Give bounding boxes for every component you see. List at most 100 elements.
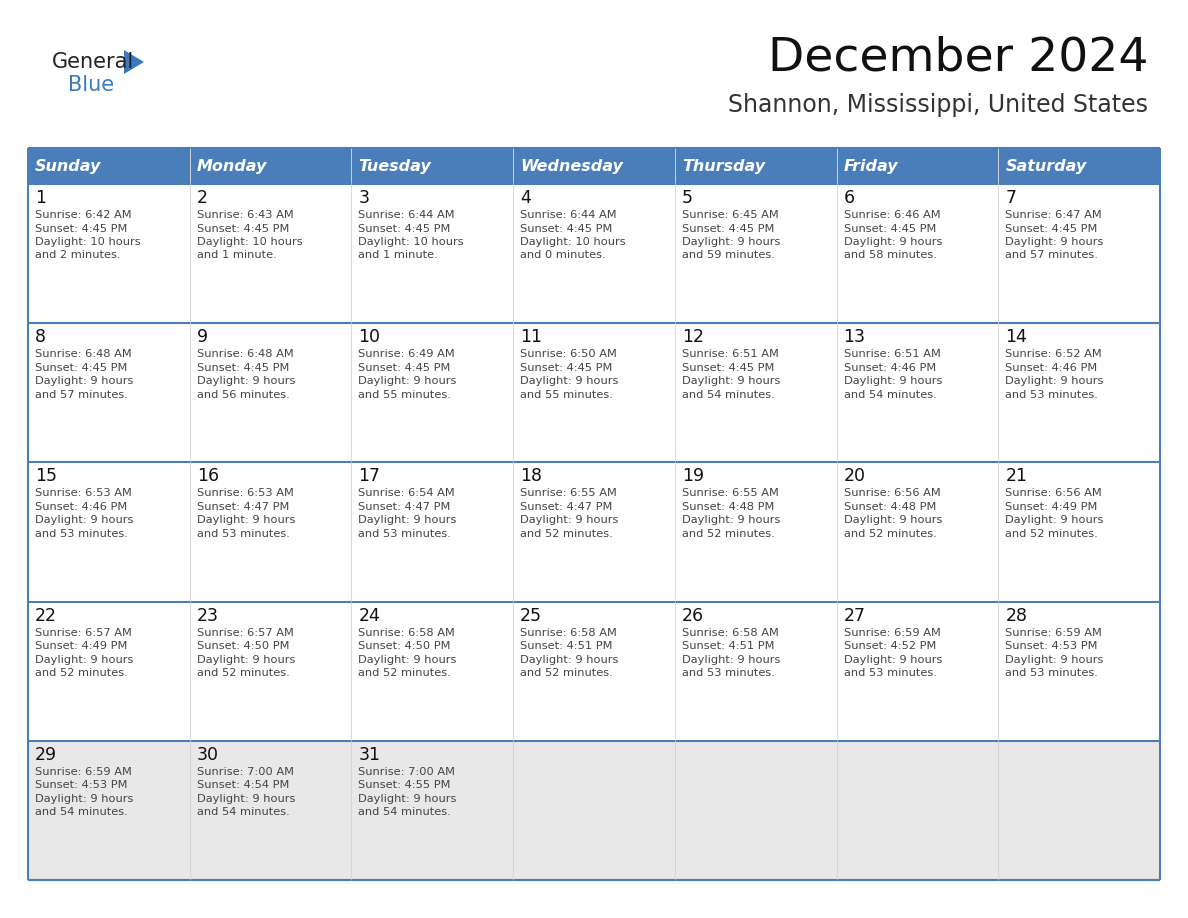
Text: Daylight: 9 hours: Daylight: 9 hours — [197, 515, 295, 525]
Text: and 53 minutes.: and 53 minutes. — [34, 529, 128, 539]
Bar — [998, 601, 1159, 741]
Text: Daylight: 9 hours: Daylight: 9 hours — [520, 515, 619, 525]
Bar — [675, 601, 836, 741]
Bar — [190, 601, 352, 741]
Text: and 52 minutes.: and 52 minutes. — [520, 529, 613, 539]
Text: 19: 19 — [682, 467, 704, 486]
Text: and 0 minutes.: and 0 minutes. — [520, 251, 606, 261]
Text: Sunset: 4:45 PM: Sunset: 4:45 PM — [682, 223, 775, 233]
Text: and 55 minutes.: and 55 minutes. — [520, 390, 613, 399]
Text: Sunrise: 6:44 AM: Sunrise: 6:44 AM — [359, 210, 455, 220]
Text: Sunrise: 6:45 AM: Sunrise: 6:45 AM — [682, 210, 778, 220]
Text: Daylight: 9 hours: Daylight: 9 hours — [197, 794, 295, 804]
Bar — [190, 184, 352, 323]
Bar — [29, 184, 190, 323]
Text: Sunset: 4:45 PM: Sunset: 4:45 PM — [359, 223, 450, 233]
Text: 12: 12 — [682, 329, 703, 346]
Text: Sunrise: 6:55 AM: Sunrise: 6:55 AM — [682, 488, 778, 498]
Bar — [352, 323, 513, 463]
Text: Sunrise: 6:57 AM: Sunrise: 6:57 AM — [197, 628, 293, 638]
Text: Friday: Friday — [843, 159, 898, 174]
Text: Sunrise: 7:00 AM: Sunrise: 7:00 AM — [359, 767, 455, 777]
Text: Daylight: 10 hours: Daylight: 10 hours — [359, 237, 465, 247]
Text: Sunset: 4:45 PM: Sunset: 4:45 PM — [682, 363, 775, 373]
Text: Daylight: 9 hours: Daylight: 9 hours — [682, 515, 781, 525]
Bar — [836, 601, 998, 741]
Text: and 54 minutes.: and 54 minutes. — [197, 807, 290, 817]
Text: 8: 8 — [34, 329, 46, 346]
Text: Saturday: Saturday — [1005, 159, 1087, 174]
Text: Daylight: 9 hours: Daylight: 9 hours — [359, 376, 457, 386]
Text: Sunrise: 7:00 AM: Sunrise: 7:00 AM — [197, 767, 293, 777]
Text: 31: 31 — [359, 745, 380, 764]
Text: 17: 17 — [359, 467, 380, 486]
Text: 21: 21 — [1005, 467, 1028, 486]
Text: General: General — [52, 52, 134, 72]
Text: 14: 14 — [1005, 329, 1028, 346]
Text: Sunrise: 6:58 AM: Sunrise: 6:58 AM — [682, 628, 778, 638]
Text: Sunset: 4:45 PM: Sunset: 4:45 PM — [843, 223, 936, 233]
Bar — [513, 323, 675, 463]
Text: Sunrise: 6:59 AM: Sunrise: 6:59 AM — [34, 767, 132, 777]
Bar — [190, 323, 352, 463]
Text: and 55 minutes.: and 55 minutes. — [359, 390, 451, 399]
Bar — [836, 323, 998, 463]
Bar — [998, 184, 1159, 323]
Text: Sunrise: 6:55 AM: Sunrise: 6:55 AM — [520, 488, 617, 498]
Bar — [836, 741, 998, 880]
Text: 23: 23 — [197, 607, 219, 624]
Bar — [836, 148, 998, 184]
Text: Sunrise: 6:42 AM: Sunrise: 6:42 AM — [34, 210, 132, 220]
Text: 6: 6 — [843, 189, 854, 207]
Text: and 52 minutes.: and 52 minutes. — [520, 668, 613, 678]
Text: and 52 minutes.: and 52 minutes. — [359, 668, 451, 678]
Bar — [29, 323, 190, 463]
Text: Shannon, Mississippi, United States: Shannon, Mississippi, United States — [728, 93, 1148, 117]
Text: Daylight: 9 hours: Daylight: 9 hours — [682, 376, 781, 386]
Bar — [29, 463, 190, 601]
Bar — [675, 463, 836, 601]
Text: Sunrise: 6:58 AM: Sunrise: 6:58 AM — [520, 628, 617, 638]
Polygon shape — [124, 50, 144, 74]
Text: Sunset: 4:45 PM: Sunset: 4:45 PM — [359, 363, 450, 373]
Text: and 53 minutes.: and 53 minutes. — [197, 529, 290, 539]
Bar — [513, 741, 675, 880]
Bar — [675, 148, 836, 184]
Bar — [513, 601, 675, 741]
Text: Daylight: 9 hours: Daylight: 9 hours — [1005, 515, 1104, 525]
Text: and 53 minutes.: and 53 minutes. — [843, 668, 936, 678]
Text: and 56 minutes.: and 56 minutes. — [197, 390, 290, 399]
Text: 3: 3 — [359, 189, 369, 207]
Text: Daylight: 9 hours: Daylight: 9 hours — [34, 655, 133, 665]
Text: and 53 minutes.: and 53 minutes. — [682, 668, 775, 678]
Text: Sunset: 4:54 PM: Sunset: 4:54 PM — [197, 780, 289, 790]
Text: Daylight: 9 hours: Daylight: 9 hours — [520, 655, 619, 665]
Text: 28: 28 — [1005, 607, 1028, 624]
Text: Daylight: 9 hours: Daylight: 9 hours — [34, 515, 133, 525]
Text: 4: 4 — [520, 189, 531, 207]
Text: Sunset: 4:45 PM: Sunset: 4:45 PM — [197, 363, 289, 373]
Text: and 52 minutes.: and 52 minutes. — [843, 529, 936, 539]
Text: and 54 minutes.: and 54 minutes. — [843, 390, 936, 399]
Bar — [190, 741, 352, 880]
Text: Sunrise: 6:48 AM: Sunrise: 6:48 AM — [197, 349, 293, 359]
Text: Daylight: 9 hours: Daylight: 9 hours — [1005, 376, 1104, 386]
Bar — [190, 148, 352, 184]
Text: and 1 minute.: and 1 minute. — [359, 251, 438, 261]
Bar — [675, 184, 836, 323]
Text: 26: 26 — [682, 607, 704, 624]
Text: 5: 5 — [682, 189, 693, 207]
Text: and 52 minutes.: and 52 minutes. — [1005, 529, 1098, 539]
Text: and 53 minutes.: and 53 minutes. — [359, 529, 451, 539]
Text: 18: 18 — [520, 467, 542, 486]
Text: Sunrise: 6:50 AM: Sunrise: 6:50 AM — [520, 349, 617, 359]
Text: Sunrise: 6:56 AM: Sunrise: 6:56 AM — [843, 488, 941, 498]
Bar — [513, 148, 675, 184]
Text: Sunset: 4:45 PM: Sunset: 4:45 PM — [34, 363, 127, 373]
Text: Sunrise: 6:56 AM: Sunrise: 6:56 AM — [1005, 488, 1102, 498]
Bar — [352, 148, 513, 184]
Bar — [29, 741, 190, 880]
Text: Daylight: 9 hours: Daylight: 9 hours — [197, 655, 295, 665]
Text: Thursday: Thursday — [682, 159, 765, 174]
Text: Sunset: 4:50 PM: Sunset: 4:50 PM — [359, 641, 451, 651]
